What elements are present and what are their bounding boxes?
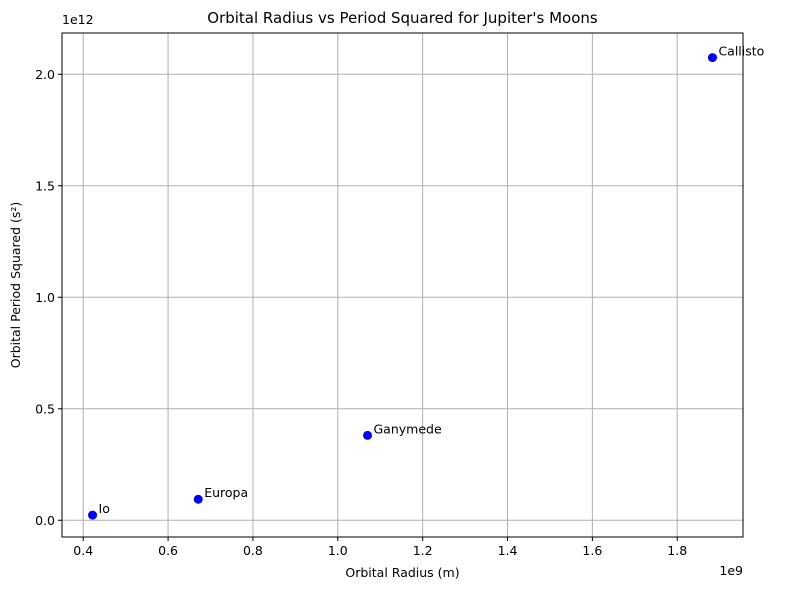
y-tick-label: 2.0 xyxy=(35,67,55,82)
ticks-layer: 0.4 0.6 0.8 1.0 1.2 1.4 1.6 1.8 0.0 0.5 1.0 1.5 2.0 xyxy=(35,67,687,558)
y-axis-offset-label: 1e12 xyxy=(62,12,94,27)
y-tick-label: 0.5 xyxy=(35,401,55,416)
points-layer: Io Europa Ganymede Callisto xyxy=(88,44,764,520)
grid-layer xyxy=(62,33,743,537)
y-tick-label: 1.0 xyxy=(35,290,55,305)
y-tick-label: 0.0 xyxy=(35,513,55,528)
chart-title: Orbital Radius vs Period Squared for Jup… xyxy=(207,9,598,27)
x-tick-label: 1.6 xyxy=(582,543,602,558)
x-tick-label: 1.0 xyxy=(328,543,348,558)
plot-frame xyxy=(61,32,744,538)
data-point xyxy=(707,53,717,63)
y-axis-label: Orbital Period Squared (s²) xyxy=(8,202,23,369)
point-label: Callisto xyxy=(718,44,764,59)
x-tick-label: 1.8 xyxy=(667,543,687,558)
x-axis-offset-label: 1e9 xyxy=(719,563,743,578)
x-tick-label: 0.6 xyxy=(158,543,178,558)
y-tick-label: 1.5 xyxy=(35,178,55,193)
x-tick-label: 1.4 xyxy=(498,543,518,558)
x-tick-label: 1.2 xyxy=(413,543,433,558)
point-label: Europa xyxy=(204,485,248,500)
point-label: Ganymede xyxy=(373,421,441,436)
x-axis-label: Orbital Radius (m) xyxy=(345,565,459,580)
point-label: Io xyxy=(99,501,110,516)
x-tick-label: 0.4 xyxy=(73,543,93,558)
data-point xyxy=(193,494,203,504)
data-point xyxy=(88,510,98,520)
x-tick-label: 0.8 xyxy=(243,543,263,558)
data-point xyxy=(362,430,372,440)
